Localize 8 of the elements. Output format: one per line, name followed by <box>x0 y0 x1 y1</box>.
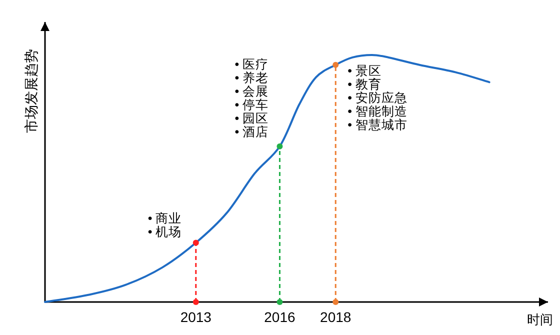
annotation: • 景区 • 教育 • 安防应急 • 智能制造 • 智慧城市 <box>348 64 408 132</box>
x-axis-title: 时间 <box>527 312 553 327</box>
annotation: • 医疗 • 养老 • 会展 • 停车 • 园区 • 酒店 <box>234 57 269 139</box>
x-tick-label: 2013 <box>180 309 212 325</box>
x-tick-label: 2018 <box>320 309 352 325</box>
x-tick-label: 2016 <box>264 309 296 325</box>
annotation: • 商业 • 机场 <box>148 212 182 240</box>
y-axis-title: 市场发展趋势 <box>23 49 39 133</box>
